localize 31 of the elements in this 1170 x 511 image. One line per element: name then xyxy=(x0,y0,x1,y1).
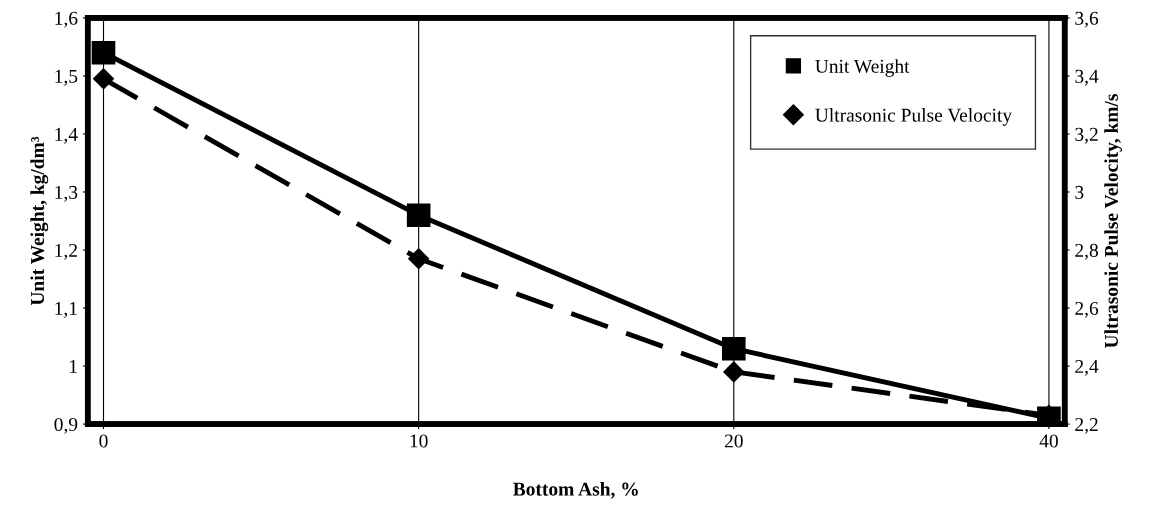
y-tick-label: 1,4 xyxy=(55,127,78,144)
point xyxy=(406,203,431,228)
point xyxy=(723,361,745,383)
y-tick-label: 1 xyxy=(70,360,77,373)
y-tick-label: 1,6 xyxy=(55,11,78,28)
y2-tick-label: 3 xyxy=(1075,185,1084,199)
y-tick-label: 1,1 xyxy=(55,301,77,318)
legend-label: Ultrasonic Pulse Velocity xyxy=(815,108,1013,126)
y-tick-label: 0,9 xyxy=(54,417,78,434)
y-tick-label: 1,3 xyxy=(55,185,78,202)
y2-tick-label: 2,8 xyxy=(1075,243,1098,260)
legend-label: Unit Weight xyxy=(815,59,910,77)
y2-tick-label: 2,6 xyxy=(1075,301,1099,318)
y2-tick-label: 3,6 xyxy=(1075,11,1099,28)
x-tick-label: 0 xyxy=(99,434,108,448)
x-tick-label: 40 xyxy=(1039,434,1058,448)
y-tick-label: 1,5 xyxy=(55,69,78,86)
y2-tick-label: 3,4 xyxy=(1075,69,1099,86)
y2-tick-label: 3,2 xyxy=(1075,127,1098,144)
y2-tick-label: 2,4 xyxy=(1075,359,1099,376)
y-axis-title: Unit Weight, kg/dm³ xyxy=(30,136,49,306)
y-tick-label: 1,2 xyxy=(55,243,77,260)
point xyxy=(721,336,746,361)
point xyxy=(408,248,430,270)
y2-tick-label: 2,2 xyxy=(1075,418,1098,434)
point xyxy=(91,40,116,65)
point xyxy=(92,68,115,90)
x-axis-title: Bottom Ash, % xyxy=(513,482,638,499)
x-tick-label: 10 xyxy=(410,434,428,448)
x-tick-label: 20 xyxy=(724,434,743,448)
y2-axis-title: Ultrasonic Pulse Velocity, km/s xyxy=(1104,94,1122,349)
